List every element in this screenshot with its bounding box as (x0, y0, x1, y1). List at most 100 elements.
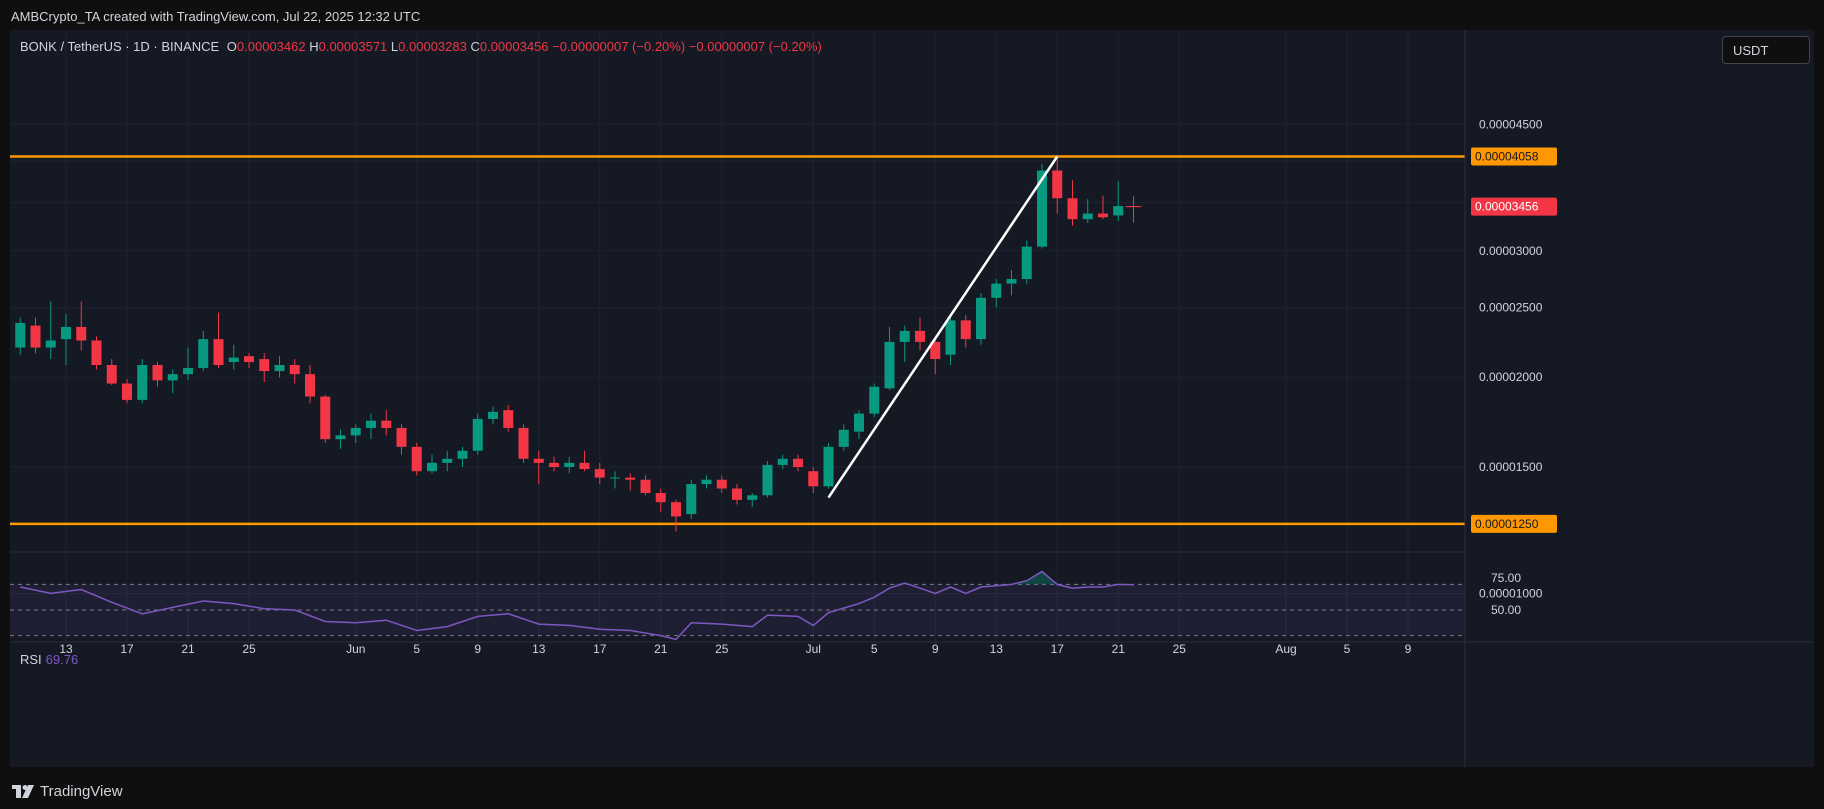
candle-body (564, 462, 575, 467)
currency-button[interactable]: USDT (1722, 36, 1810, 64)
time-tick-label: 25 (715, 642, 729, 656)
candle[interactable] (228, 344, 239, 370)
candle[interactable] (884, 326, 895, 390)
candle[interactable] (61, 313, 71, 366)
candle[interactable] (1067, 180, 1078, 226)
candle[interactable] (1113, 181, 1124, 222)
high-value: 0.00003571 (318, 39, 388, 54)
candle[interactable] (1128, 196, 1139, 223)
candle[interactable] (976, 293, 986, 345)
candle[interactable] (289, 359, 300, 384)
candle[interactable] (533, 450, 544, 485)
candle[interactable] (1098, 195, 1108, 220)
candle[interactable] (198, 330, 209, 372)
candle-body (91, 340, 102, 366)
candle[interactable] (945, 313, 956, 366)
candle[interactable] (503, 404, 514, 432)
chart-frame[interactable]: 0.00001000 0.00001500 0.00002000 0.00002500… (10, 30, 1814, 767)
candle-body (777, 458, 788, 465)
candle[interactable] (716, 475, 727, 494)
candle[interactable] (564, 456, 575, 474)
candle[interactable] (381, 410, 392, 436)
candle[interactable] (701, 475, 712, 489)
candle[interactable] (335, 429, 346, 449)
trendline[interactable] (827, 155, 1059, 499)
candle[interactable] (777, 454, 788, 470)
current-price-label: 0.00003456 (1475, 200, 1539, 214)
rsi-line[interactable] (20, 570, 1134, 641)
candle[interactable] (838, 424, 849, 451)
candle[interactable] (960, 315, 971, 348)
tradingview-brand: TradingView (40, 782, 123, 800)
low-value: 0.00003283 (398, 39, 467, 54)
candle[interactable] (15, 317, 26, 355)
time-tick-label: 13 (59, 642, 73, 656)
candle[interactable] (655, 488, 666, 512)
candle[interactable] (183, 347, 193, 381)
candle[interactable] (762, 460, 773, 498)
candle[interactable] (518, 424, 529, 463)
key-level-label: 0.00004058 (1475, 150, 1539, 164)
candle[interactable] (1082, 199, 1093, 223)
candle[interactable] (488, 406, 498, 425)
current-price-tag (1471, 197, 1557, 216)
candle[interactable] (1006, 270, 1017, 296)
candle[interactable] (472, 413, 483, 455)
candle[interactable] (899, 325, 910, 363)
candle[interactable] (137, 359, 148, 404)
candle[interactable] (1037, 164, 1047, 249)
candle[interactable] (76, 301, 87, 351)
candle[interactable] (411, 442, 422, 476)
candle[interactable] (427, 454, 437, 474)
candle[interactable] (732, 484, 742, 505)
candle[interactable] (1052, 156, 1063, 214)
candle[interactable] (259, 353, 270, 382)
candle[interactable] (686, 479, 697, 519)
candle[interactable] (594, 462, 605, 485)
candle[interactable] (152, 362, 163, 387)
candle[interactable] (640, 475, 651, 496)
candle[interactable] (167, 369, 178, 394)
candle[interactable] (915, 317, 925, 351)
candle[interactable] (244, 353, 254, 369)
candle[interactable] (869, 383, 880, 418)
candle[interactable] (625, 473, 636, 491)
candle[interactable] (1021, 240, 1032, 284)
time-tick-label: Jun (346, 642, 365, 656)
candle[interactable] (45, 301, 56, 360)
candle-body (137, 365, 148, 400)
candle[interactable] (106, 359, 117, 386)
candle[interactable] (350, 424, 361, 443)
tradingview-logo[interactable]: TradingView (12, 780, 123, 802)
candle[interactable] (91, 336, 102, 370)
candle[interactable] (991, 279, 1002, 308)
candle[interactable] (30, 317, 41, 354)
candle[interactable] (610, 471, 620, 489)
candle[interactable] (793, 454, 803, 472)
candle[interactable] (122, 378, 132, 404)
candle[interactable] (671, 499, 681, 532)
candle[interactable] (396, 424, 407, 455)
candle[interactable] (442, 450, 453, 472)
time-tick-label: 13 (532, 642, 546, 656)
candle[interactable] (320, 394, 331, 443)
candle-body (61, 326, 71, 340)
candle-body (518, 427, 529, 459)
candle[interactable] (213, 312, 224, 369)
candle-body (671, 502, 681, 517)
chart-canvas[interactable]: 0.00001000 0.00001500 0.00002000 0.00002500… (10, 30, 1814, 767)
candle[interactable] (366, 413, 376, 440)
candle[interactable] (549, 456, 559, 472)
symbol-name[interactable]: BONK / TetherUS · 1D · BINANCE (20, 39, 220, 54)
candle[interactable] (823, 442, 834, 489)
candle-body (305, 374, 315, 397)
candle[interactable] (747, 493, 758, 507)
candle[interactable] (274, 356, 285, 378)
candle[interactable] (808, 467, 819, 494)
candle[interactable] (457, 446, 468, 467)
candle[interactable] (579, 450, 590, 472)
candle[interactable] (305, 365, 315, 404)
candle[interactable] (854, 410, 864, 440)
candle[interactable] (930, 336, 941, 375)
candle-body (838, 429, 849, 447)
